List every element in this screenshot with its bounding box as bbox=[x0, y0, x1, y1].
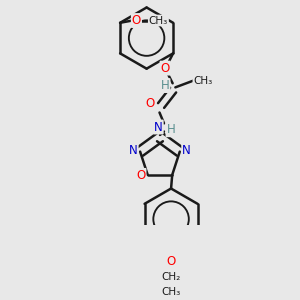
Text: N: N bbox=[182, 144, 191, 157]
Text: O: O bbox=[136, 169, 146, 182]
Text: O: O bbox=[145, 97, 154, 110]
Text: O: O bbox=[160, 61, 170, 75]
Text: CH₃: CH₃ bbox=[194, 76, 213, 85]
Text: N: N bbox=[154, 121, 163, 134]
Text: N: N bbox=[129, 144, 138, 157]
Text: O: O bbox=[132, 14, 141, 27]
Text: H: H bbox=[161, 79, 170, 92]
Text: H: H bbox=[167, 123, 175, 136]
Text: CH₃: CH₃ bbox=[149, 16, 168, 26]
Text: O: O bbox=[167, 255, 176, 268]
Text: CH₃: CH₃ bbox=[161, 287, 181, 297]
Text: CH₂: CH₂ bbox=[161, 272, 181, 282]
